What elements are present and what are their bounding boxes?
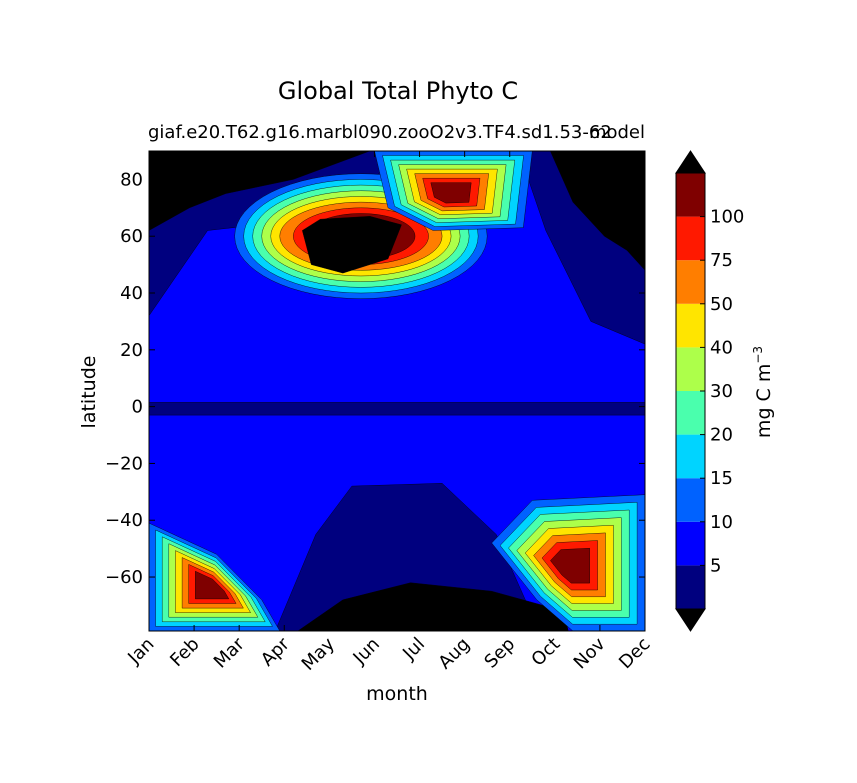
colorbar-tick-label: 10 — [710, 512, 733, 533]
colorbar-swatch — [676, 303, 705, 348]
y-tick-label: −40 — [105, 510, 143, 531]
x-tick-label: Oct — [527, 634, 564, 671]
x-tick-label: Apr — [257, 633, 294, 670]
x-tick-label: Nov — [570, 633, 610, 673]
y-tick-label: −20 — [105, 453, 143, 474]
x-tick-label: Jun — [349, 634, 384, 669]
contour-arctic-summer-bloom-level-9 — [430, 182, 472, 204]
y-tick-label: 40 — [120, 283, 143, 304]
plot-frame — [148, 150, 646, 632]
colorbar-tick-label: 15 — [710, 468, 733, 489]
x-tick-label: Feb — [166, 634, 203, 671]
contour-equatorial-band — [149, 402, 645, 416]
y-tick-label: 80 — [120, 169, 143, 190]
x-tick-label: Aug — [434, 634, 474, 674]
colorbar-swatch — [676, 391, 705, 435]
colorbar-tick-label: 20 — [710, 425, 733, 446]
colorbar-swatch — [676, 478, 705, 522]
colorbar-swatch — [676, 216, 705, 261]
contour-north-bloom-core — [302, 216, 402, 274]
colorbar-swatch — [676, 521, 705, 566]
colorbar-swatch — [676, 173, 705, 217]
contour-south-summer-bloom-right-level-9 — [550, 547, 590, 584]
colorbar-swatch — [676, 434, 705, 479]
colorbar-under-arrow — [675, 608, 706, 632]
colorbar-swatch — [676, 347, 705, 391]
x-tick-label: Dec — [615, 634, 654, 673]
x-tick-label: Sep — [480, 634, 519, 673]
contour-south-polar-dark — [297, 582, 569, 631]
contour-north-winter-dark-left — [149, 151, 370, 231]
colorbar-over-arrow — [675, 150, 706, 174]
x-axis-label: month — [366, 683, 428, 705]
colorbar-tick-label: 30 — [710, 381, 733, 402]
x-tick-label: May — [298, 633, 339, 674]
chart-subtitle-left: giaf.e20.T62.g16.marbl090.zooO2v3.TF4.sd… — [148, 122, 612, 143]
colorbar-swatch — [676, 260, 705, 304]
colorbar-tick-label: 5 — [710, 555, 721, 576]
x-tick-label: Mar — [210, 633, 249, 672]
colorbar-label-main: mg C m — [753, 364, 775, 438]
y-axis-label: latitude — [78, 356, 100, 429]
colorbar-swatch — [676, 565, 705, 609]
chart-title: Global Total Phyto C — [278, 77, 518, 105]
colorbar-tick-label: 75 — [710, 250, 733, 271]
contour-north-winter-dark-right — [550, 151, 645, 271]
colorbar-label: mg C m−3 — [751, 346, 775, 438]
colorbar-tick-label: 40 — [710, 337, 733, 358]
y-axis: 80 60 40 20 0 −20 −40 −60 — [105, 169, 645, 588]
y-tick-label: 0 — [132, 397, 143, 418]
contour-south-summer-bloom-left-level-9 — [195, 570, 230, 600]
x-tick-label: Jul — [398, 634, 429, 665]
colorbar-tick-label: 100 — [710, 207, 744, 228]
colorbar-tick-label: 50 — [710, 294, 733, 315]
colorbar: 5 10 15 20 30 40 50 75 100 — [675, 150, 744, 632]
y-tick-label: −60 — [105, 567, 143, 588]
plot-area — [149, 151, 645, 631]
y-tick-label: 20 — [120, 340, 143, 361]
y-tick-label: 60 — [120, 226, 143, 247]
chart-subtitle-right: model — [589, 122, 645, 143]
colorbar-label-sup: −3 — [751, 346, 765, 364]
x-tick-label: Jan — [123, 634, 158, 669]
